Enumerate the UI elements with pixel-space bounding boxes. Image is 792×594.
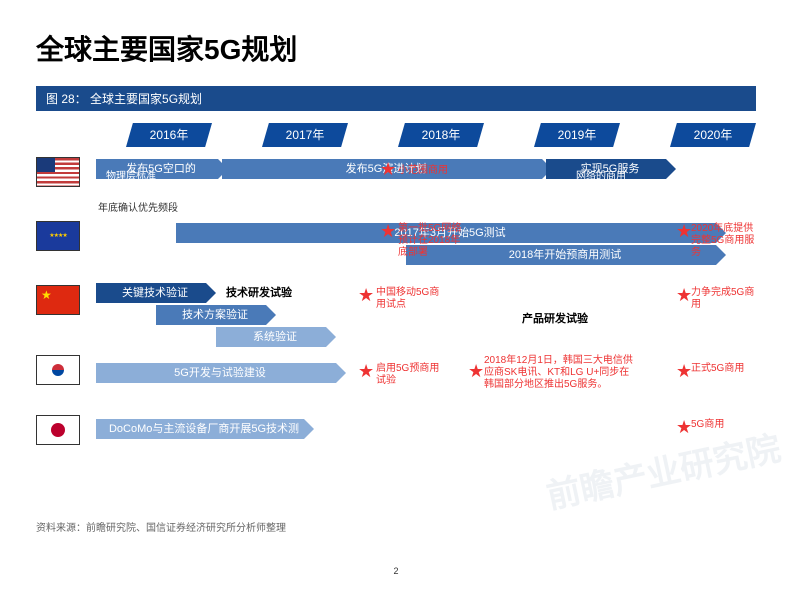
milestone-label: 5G商用 <box>691 419 724 431</box>
milestone-label: 中国移动5G商用试点 <box>376 287 446 311</box>
annotation-text: 年底确认优先频段 <box>98 203 178 215</box>
milestone-star-icon: ★ <box>468 361 484 382</box>
year-pill: 2020年 <box>670 123 756 147</box>
timeline-arrow: 关键技术验证 <box>96 283 206 303</box>
timeline-arrow: 技术方案验证 <box>156 305 266 325</box>
slide-title: 全球主要国家5G规划 <box>36 28 756 68</box>
figure-caption-bar: 图 28： 全球主要国家5G规划 <box>36 86 756 111</box>
year-pill: 2017年 <box>262 123 348 147</box>
page-number: 2 <box>393 566 398 576</box>
milestone-star-icon: ★ <box>676 221 692 242</box>
milestone-star-icon: ★ <box>358 361 374 382</box>
annotation-text: 技术研发试验 <box>226 287 292 300</box>
milestone-star-icon: ★ <box>676 361 692 382</box>
year-pill: 2016年 <box>126 123 212 147</box>
flag-us <box>36 157 80 187</box>
milestone-label: 正式5G商用 <box>691 363 744 375</box>
flag-jp <box>36 415 80 445</box>
flag-eu <box>36 221 80 251</box>
timeline-arrow: 系统验证 <box>216 327 326 347</box>
milestone-label: 2020年底提供完整5G商用服务 <box>691 223 756 259</box>
timeline-chart: 2016年2017年2018年2019年2020年发布5G空口的发布5G演进计划… <box>36 123 756 483</box>
source-note: 资料来源：前瞻研究院、国信证券经济研究所分析师整理 <box>36 519 286 534</box>
flag-kr <box>36 355 80 385</box>
year-pill: 2019年 <box>534 123 620 147</box>
slide: 全球主要国家5G规划 图 28： 全球主要国家5G规划 2016年 2017年 20… <box>0 0 792 594</box>
milestone-label: 2018年12月1日，韩国三大电信供应商SK电讯、KT和LG U+同步在韩国部分… <box>484 355 634 391</box>
milestone-label: 启用5G预商用试验 <box>376 363 446 387</box>
milestone-star-icon: ★ <box>380 221 396 242</box>
timeline-arrow: 5G开发与试验建设 <box>96 363 336 383</box>
milestone-star-icon: ★ <box>676 417 692 438</box>
milestone-label: 小范围商用 <box>398 165 448 177</box>
year-pill: 2018年 <box>398 123 484 147</box>
milestone-star-icon: ★ <box>380 159 396 180</box>
timeline-arrow: DoCoMo与主流设备厂商开展5G技术测试 <box>96 419 304 439</box>
arrow-subtext: 网络的商用 <box>576 171 626 183</box>
milestone-label: 第一批5G网络预计在2018年底部署 <box>398 223 468 259</box>
milestone-star-icon: ★ <box>358 285 374 306</box>
annotation-text: 产品研发试验 <box>522 313 588 326</box>
flag-cn <box>36 285 80 315</box>
milestone-label: 力争完成5G商用 <box>691 287 756 311</box>
milestone-star-icon: ★ <box>676 285 692 306</box>
arrow-subtext: 物理层标准 <box>106 171 156 183</box>
